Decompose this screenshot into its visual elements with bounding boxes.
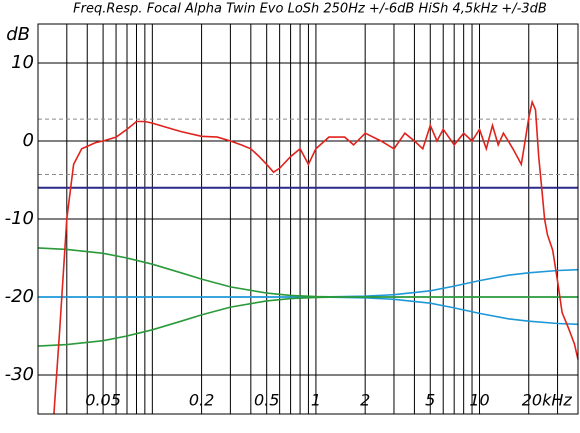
chart-title: Freq.Resp. Focal Alpha Twin Evo LoSh 250…	[73, 2, 547, 17]
y-tick-label: -20	[5, 286, 34, 307]
y-tick-label: 0	[23, 130, 34, 151]
y-tick-label: 10	[11, 52, 34, 73]
series-line	[37, 296, 578, 347]
y-tick-label: -10	[5, 208, 34, 229]
plot-area	[37, 23, 579, 415]
x-tick-label: 0.5	[254, 391, 279, 410]
x-tick-label: 0.05	[85, 391, 121, 410]
x-tick-label: 0.2	[189, 391, 214, 410]
x-tick-label: 10	[469, 391, 489, 410]
x-tick-label: 2	[360, 391, 370, 410]
x-tick-label: 1	[311, 391, 321, 410]
x-tick-label: 20kHz	[522, 391, 573, 410]
series-line	[53, 99, 579, 415]
y-tick-label: -30	[5, 364, 34, 385]
plot-border	[37, 23, 579, 415]
y-axis-label: dB	[6, 24, 30, 45]
x-tick-label: 5	[425, 391, 435, 410]
